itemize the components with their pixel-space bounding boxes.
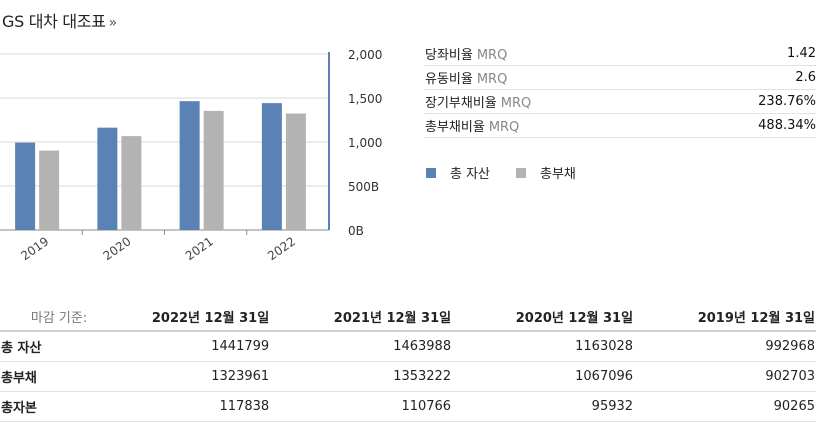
ratio-value: 488.34% bbox=[677, 113, 816, 138]
y-tick-label: 1,500 bbox=[348, 92, 382, 106]
x-tick-label: 2021 bbox=[183, 234, 216, 263]
legend-item-total-liabilities: 총부채 bbox=[516, 163, 576, 182]
legend-swatch-icon bbox=[426, 167, 436, 178]
table-header-row: 마감 기준: 2022년 12월 31일 2021년 12월 31일 2020년… bbox=[0, 303, 816, 332]
ratio-label: 장기부채비율 bbox=[425, 96, 497, 111]
page-title: GS 대차 대조표» bbox=[2, 8, 117, 32]
table-row: 총부채 1323961 1353222 1067096 902703 bbox=[0, 361, 816, 392]
row-label: 총자본 bbox=[0, 391, 89, 422]
y-tick-label: 1,000 bbox=[348, 136, 382, 150]
balance-sheet-chart: 2,000 1,500 1,000 500B 0B 2019 2020 2021 2022 bbox=[0, 48, 382, 263]
column-header: 2021년 12월 31일 bbox=[270, 303, 453, 332]
table-cell: 1323961 bbox=[88, 361, 271, 392]
ratio-row-current: 유동비율 MRQ 2.6 bbox=[424, 65, 816, 90]
ratio-basis: MRQ bbox=[476, 72, 508, 87]
bar-total-liabilities bbox=[39, 150, 60, 230]
table-cell: 117838 bbox=[88, 391, 271, 422]
basis-label: 마감 기준: bbox=[0, 303, 89, 332]
table-row: 총자본 117838 110766 95932 90265 bbox=[0, 391, 816, 422]
chart-legend: 총 자산 총부채 bbox=[426, 163, 576, 182]
bar-total-assets bbox=[261, 103, 282, 230]
legend-label: 총 자산 bbox=[450, 167, 491, 182]
column-header: 2022년 12월 31일 bbox=[88, 303, 271, 332]
ratio-row-total-debt: 총부채비율 MRQ 488.34% bbox=[424, 113, 816, 138]
table-cell: 95932 bbox=[452, 391, 635, 422]
ratio-label: 당좌비율 bbox=[425, 48, 473, 63]
bar-total-liabilities bbox=[121, 136, 142, 230]
ratio-label-cell: 장기부채비율 MRQ bbox=[424, 89, 678, 114]
ratio-label-cell: 총부채비율 MRQ bbox=[424, 113, 678, 138]
bar-total-assets bbox=[97, 127, 118, 230]
table-cell: 1463988 bbox=[270, 331, 453, 362]
ratio-row-quick: 당좌비율 MRQ 1.42 bbox=[424, 42, 816, 66]
legend-swatch-icon bbox=[516, 167, 527, 178]
ratio-label-cell: 당좌비율 MRQ bbox=[424, 42, 678, 66]
table-cell: 1441799 bbox=[88, 331, 271, 362]
legend-item-total-assets: 총 자산 bbox=[426, 163, 490, 182]
page-title-text: GS 대차 대조표 bbox=[2, 12, 106, 31]
ratio-basis: MRQ bbox=[500, 96, 532, 111]
column-header: 2020년 12월 31일 bbox=[452, 303, 635, 332]
ratio-value: 238.76% bbox=[677, 89, 816, 114]
ratio-row-longterm-debt: 장기부채비율 MRQ 238.76% bbox=[424, 89, 816, 114]
table-cell: 1067096 bbox=[452, 361, 635, 392]
x-tick-label: 2019 bbox=[18, 234, 51, 263]
table-cell: 1163028 bbox=[452, 331, 635, 362]
ratio-basis: MRQ bbox=[476, 48, 508, 63]
table-cell: 90265 bbox=[634, 391, 816, 422]
x-tick-label: 2020 bbox=[101, 234, 134, 263]
bar-total-liabilities bbox=[285, 113, 306, 230]
ratio-table: 당좌비율 MRQ 1.42 유동비율 MRQ 2.6 장기부채비율 MRQ 238.7… bbox=[424, 42, 816, 138]
table-cell: 1353222 bbox=[270, 361, 453, 392]
x-tick-label: 2022 bbox=[265, 234, 298, 263]
more-arrow-icon[interactable]: » bbox=[108, 15, 118, 31]
bar-total-assets bbox=[15, 142, 36, 230]
ratio-value: 2.6 bbox=[677, 65, 816, 90]
table-cell: 992968 bbox=[634, 331, 816, 362]
y-tick-label: 2,000 bbox=[348, 48, 382, 62]
legend-label: 총부채 bbox=[540, 167, 576, 182]
row-label: 총부채 bbox=[0, 361, 89, 392]
y-tick-label: 500B bbox=[348, 180, 379, 194]
y-tick-label: 0B bbox=[348, 224, 364, 238]
table-row: 총 자산 1441799 1463988 1163028 992968 bbox=[0, 331, 816, 362]
ratio-label: 유동비율 bbox=[425, 72, 473, 87]
ratio-basis: MRQ bbox=[488, 120, 520, 135]
column-header: 2019년 12월 31일 bbox=[634, 303, 816, 332]
table-cell: 902703 bbox=[634, 361, 816, 392]
bar-total-liabilities bbox=[203, 110, 224, 230]
ratio-label: 총부채비율 bbox=[425, 120, 485, 135]
ratio-value: 1.42 bbox=[677, 42, 816, 66]
table-cell: 110766 bbox=[270, 391, 453, 422]
ratio-label-cell: 유동비율 MRQ bbox=[424, 65, 678, 90]
row-label: 총 자산 bbox=[0, 331, 89, 362]
balance-sheet-table: 마감 기준: 2022년 12월 31일 2021년 12월 31일 2020년… bbox=[0, 303, 816, 422]
bar-total-assets bbox=[179, 101, 200, 230]
